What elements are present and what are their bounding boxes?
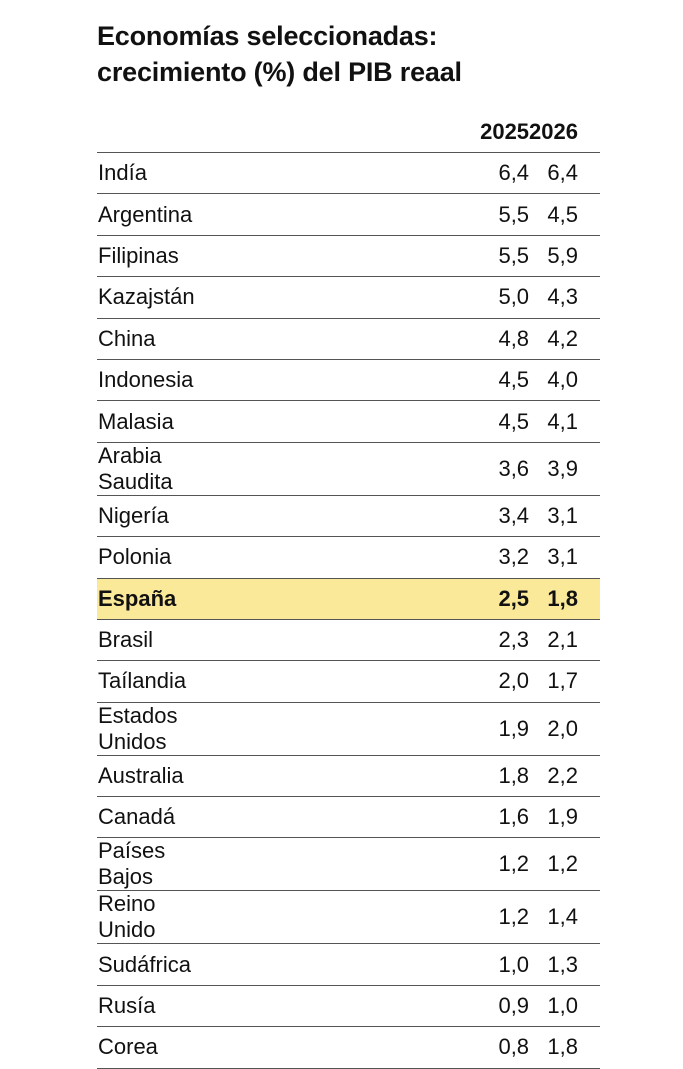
value-2026-cell: 1,4 (529, 890, 600, 944)
country-cell: Nigería (97, 494, 195, 537)
country-cell: Países Bajos (97, 837, 195, 891)
table-row: China 4,8 4,2 (97, 317, 600, 360)
value-2026-cell: 4,5 (529, 193, 600, 236)
value-2025-cell: 0,8 (194, 1026, 530, 1069)
table-row: Nigería 3,4 3,1 (97, 494, 600, 537)
table-row: Argentina 5,5 4,5 (97, 193, 600, 236)
gdp-growth-table: 2025 2026 Indía 6,4 6,4 Argentina 5,5 4,5 Fili… (97, 112, 600, 1069)
country-cell: Kazajstán (97, 276, 195, 319)
value-2025-cell: 1,8 (194, 754, 530, 797)
header-row: 2025 2026 (97, 112, 600, 153)
country-cell: Canadá (97, 796, 195, 838)
value-2026-cell: 3,1 (529, 494, 600, 537)
table-row: Canadá 1,6 1,9 (97, 796, 600, 838)
value-2025-cell: 1,2 (194, 837, 530, 891)
value-2025-cell: 5,5 (194, 193, 530, 236)
country-cell: Arabia Saudita (97, 441, 195, 496)
value-2025-cell: 3,6 (194, 441, 530, 496)
value-2025-cell: 2,3 (194, 618, 530, 661)
table-row: Países Bajos 1,2 1,2 (97, 837, 600, 891)
header-country (97, 112, 195, 153)
value-2026-cell: 3,1 (529, 536, 600, 579)
table-row: Estados Unidos 1,9 2,0 (97, 701, 600, 756)
value-2026-cell: 1,2 (529, 837, 600, 891)
value-2025-cell: 1,0 (194, 943, 530, 986)
value-2025-cell: 1,6 (194, 796, 530, 838)
value-2025-cell: 5,0 (194, 276, 530, 319)
table-row: Indía 6,4 6,4 (97, 151, 600, 194)
value-2026-cell: 4,3 (529, 276, 600, 319)
value-2025-cell: 2,5 (194, 577, 530, 620)
value-2026-cell: 2,0 (529, 701, 600, 756)
value-2026-cell: 3,9 (529, 441, 600, 496)
value-2026-cell: 2,2 (529, 754, 600, 797)
country-cell: Sudáfrica (97, 943, 195, 986)
title-line-1: Economías seleccionadas: (97, 21, 438, 51)
value-2026-cell: 4,2 (529, 317, 600, 360)
country-cell: Polonia (97, 536, 195, 579)
value-2026-cell: 4,1 (529, 400, 600, 443)
value-2025-cell: 5,5 (194, 234, 530, 277)
country-cell: Indía (97, 151, 195, 194)
value-2025-cell: 1,9 (194, 701, 530, 756)
table-row: Polonia 3,2 3,1 (97, 536, 600, 579)
country-cell: Estados Unidos (97, 701, 195, 756)
title-line-2: crecimiento (%) del PIB reaal (97, 57, 462, 87)
country-cell: España (97, 577, 195, 620)
value-2026-cell: 5,9 (529, 234, 600, 277)
value-2025-cell: 4,8 (194, 317, 530, 360)
value-2025-cell: 6,4 (194, 151, 530, 194)
country-cell: Indonesia (97, 358, 195, 401)
country-cell: Corea (97, 1026, 195, 1069)
table-row: Filipinas 5,5 5,9 (97, 234, 600, 277)
table-row: Malasia 4,5 4,1 (97, 400, 600, 443)
country-cell: Malasia (97, 400, 195, 443)
value-2026-cell: 4,0 (529, 358, 600, 401)
value-2026-cell: 1,0 (529, 984, 600, 1027)
country-cell: China (97, 317, 195, 360)
value-2026-cell: 2,1 (529, 618, 600, 661)
table-row: Australia 1,8 2,2 (97, 754, 600, 797)
table-row: Brasil 2,3 2,1 (97, 618, 600, 661)
value-2025-cell: 3,2 (194, 536, 530, 579)
country-cell: Rusía (97, 984, 195, 1027)
table-row: Rusía 0,9 1,0 (97, 984, 600, 1027)
country-cell: Reino Unido (97, 890, 195, 944)
value-2026-cell: 1,3 (529, 943, 600, 986)
table-row: Arabia Saudita 3,6 3,9 (97, 441, 600, 496)
table-title: Economías seleccionadas: crecimiento (%)… (97, 18, 462, 90)
value-2026-cell: 1,7 (529, 660, 600, 703)
country-cell: Australia (97, 754, 195, 797)
header-2026: 2026 (529, 119, 578, 144)
header-2025: 2025 (480, 119, 530, 144)
value-2025-cell: 3,4 (194, 494, 530, 537)
value-2025-cell: 4,5 (194, 400, 530, 443)
value-2026-cell: 1,8 (529, 577, 600, 620)
value-2025-cell: 4,5 (194, 358, 530, 401)
value-2025-cell: 2,0 (194, 660, 530, 703)
table-row: Taílandia 2,0 1,7 (97, 660, 600, 703)
table-row: España 2,5 1,8 (97, 577, 600, 620)
table-row: Sudáfrica 1,0 1,3 (97, 943, 600, 986)
value-2026-cell: 1,9 (529, 796, 600, 838)
value-2025-cell: 1,2 (194, 890, 530, 944)
country-cell: Brasil (97, 618, 195, 661)
table-row: Corea 0,8 1,8 (97, 1026, 600, 1069)
table-row: Kazajstán 5,0 4,3 (97, 276, 600, 319)
country-cell: Argentina (97, 193, 195, 236)
country-cell: Taílandia (97, 660, 195, 703)
table-row: Reino Unido 1,2 1,4 (97, 890, 600, 944)
table-row: Indonesia 4,5 4,0 (97, 358, 600, 401)
country-cell: Filipinas (97, 234, 195, 277)
value-2026-cell: 1,8 (529, 1026, 600, 1069)
value-2026-cell: 6,4 (529, 151, 600, 194)
value-2025-cell: 0,9 (194, 984, 530, 1027)
